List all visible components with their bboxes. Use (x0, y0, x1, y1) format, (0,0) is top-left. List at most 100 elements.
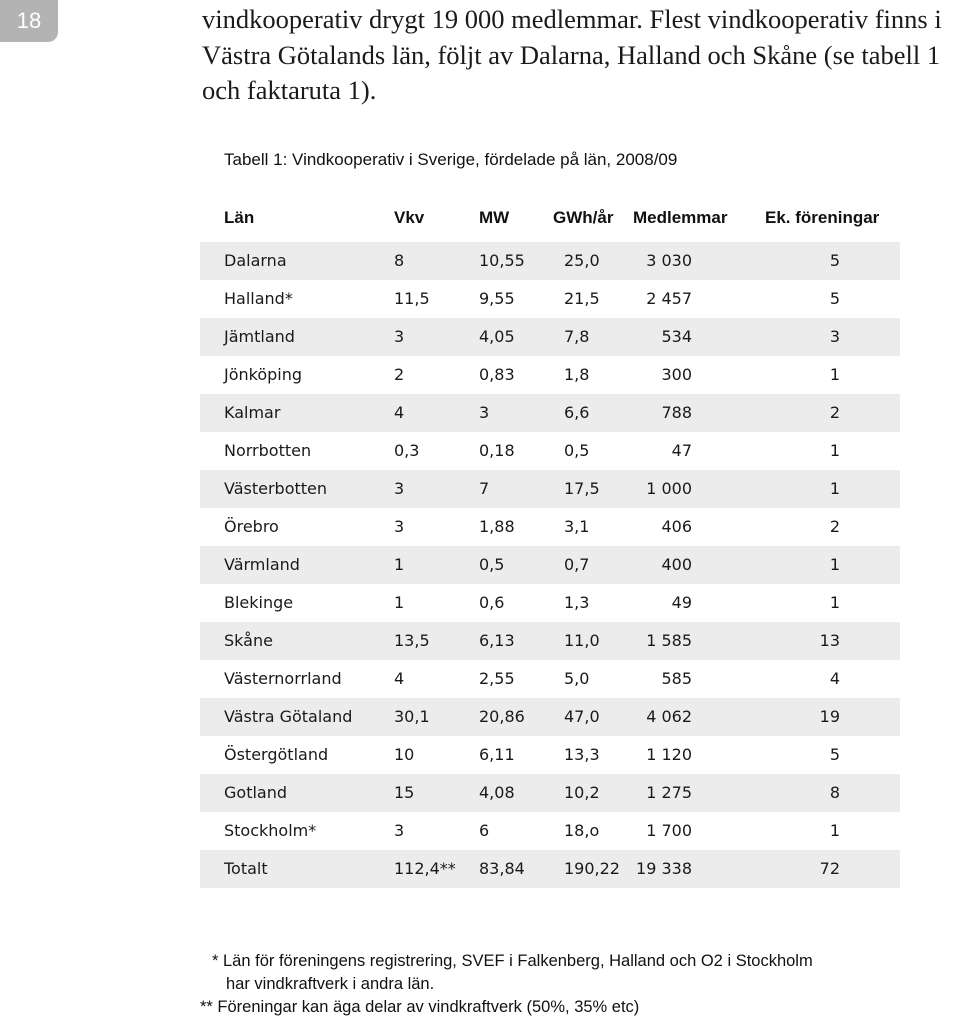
header-lan: Län (224, 208, 255, 227)
footnote-2: ** Föreningar kan äga delar av vindkraft… (200, 998, 640, 1016)
cell-ek-foreningar: 5 (829, 251, 840, 270)
cell-gwh: 11,0 (564, 631, 600, 650)
cell-lan: Halland* (224, 289, 293, 308)
cell-medlemmar: 1 275 (646, 783, 692, 802)
cell-lan: Blekinge (224, 593, 294, 612)
table-row: Örebro 3 1,88 3,1 406 2 (200, 508, 900, 546)
table-row: Västra Götaland 30,1 20,86 47,0 4 062 19 (200, 698, 900, 736)
table-row: Norrbotten 0,3 0,18 0,5 47 1 (200, 432, 900, 470)
cell-mw: 2,55 (479, 669, 515, 688)
table-row: Dalarna 8 10,55 25,0 3 030 5 (200, 242, 900, 280)
cell-ek-foreningar: 1 (829, 821, 840, 840)
cell-vkv: 0,3 (394, 441, 420, 460)
cell-gwh: 0,7 (564, 555, 590, 574)
cell-lan: Östergötland (224, 745, 329, 764)
cell-medlemmar: 788 (661, 403, 692, 422)
cell-ek-foreningar: 1 (829, 479, 840, 498)
cell-lan: Totalt (224, 859, 268, 878)
table-body: Dalarna 8 10,55 25,0 3 030 5 Halland* 11,5 9,55 2… (200, 242, 900, 888)
cell-ek-foreningar: 13 (819, 631, 840, 650)
cell-mw: 4,05 (479, 327, 515, 346)
footnote-1: * Län för föreningens registrering, SVEF… (212, 952, 813, 970)
cell-medlemmar: 47 (671, 441, 692, 460)
cell-mw: 83,84 (479, 859, 525, 878)
table-row: Skåne 13,5 6,13 11,0 1 585 13 (200, 622, 900, 660)
cell-mw: 10,55 (479, 251, 525, 270)
cell-medlemmar: 1 700 (646, 821, 692, 840)
cell-gwh: 0,5 (564, 441, 590, 460)
cell-vkv: 3 (394, 517, 405, 536)
header-gwh: GWh/år (553, 208, 614, 227)
cell-lan: Västra Götaland (224, 707, 353, 726)
cell-gwh: 190,22 (564, 859, 620, 878)
intro-paragraph: vindkooperativ drygt 19 000 medlemmar. F… (202, 4, 942, 105)
cell-ek-foreningar: 1 (829, 593, 840, 612)
cell-lan: Västerbotten (224, 479, 328, 498)
cell-gwh: 18,o (564, 821, 600, 840)
cell-ek-foreningar: 19 (819, 707, 840, 726)
cell-gwh: 1,3 (564, 593, 590, 612)
cell-mw: 6,13 (479, 631, 515, 650)
cell-ek-foreningar: 5 (829, 745, 840, 764)
cell-lan: Västernorrland (224, 669, 342, 688)
cell-lan: Jönköping (224, 365, 303, 384)
cell-vkv: 4 (394, 669, 405, 688)
cell-ek-foreningar: 5 (829, 289, 840, 308)
cell-lan: Stockholm* (224, 821, 317, 840)
cell-ek-foreningar: 1 (829, 365, 840, 384)
cell-vkv: 3 (394, 479, 405, 498)
cell-vkv: 4 (394, 403, 405, 422)
table-row: Östergötland 10 6,11 13,3 1 120 5 (200, 736, 900, 774)
cell-mw: 6 (479, 821, 490, 840)
cell-gwh: 5,0 (564, 669, 590, 688)
cell-medlemmar: 49 (671, 593, 692, 612)
cell-lan: Jämtland (224, 327, 295, 346)
table-row: Stockholm* 3 6 18,o 1 700 1 (200, 812, 900, 850)
table-row: Västernorrland 4 2,55 5,0 585 4 (200, 660, 900, 698)
cell-ek-foreningar: 3 (829, 327, 840, 346)
cell-mw: 6,11 (479, 745, 515, 764)
cell-lan: Örebro (224, 517, 279, 536)
table-row: Kalmar 4 3 6,6 788 2 (200, 394, 900, 432)
cell-medlemmar: 1 120 (646, 745, 692, 764)
cell-medlemmar: 534 (661, 327, 692, 346)
cell-mw: 1,88 (479, 517, 515, 536)
cell-mw: 0,83 (479, 365, 515, 384)
cell-lan: Kalmar (224, 403, 281, 422)
cell-mw: 4,08 (479, 783, 515, 802)
cell-vkv: 11,5 (394, 289, 430, 308)
cell-medlemmar: 2 457 (646, 289, 692, 308)
cell-vkv: 13,5 (394, 631, 430, 650)
cell-gwh: 7,8 (564, 327, 590, 346)
cell-gwh: 6,6 (564, 403, 590, 422)
cell-gwh: 10,2 (564, 783, 600, 802)
cell-medlemmar: 400 (661, 555, 692, 574)
cell-vkv: 10 (394, 745, 415, 764)
cell-gwh: 1,8 (564, 365, 590, 384)
cell-vkv: 3 (394, 327, 405, 346)
cell-lan: Gotland (224, 783, 288, 802)
cell-lan: Värmland (224, 555, 300, 574)
cell-lan: Norrbotten (224, 441, 312, 460)
cell-medlemmar: 19 338 (636, 859, 692, 878)
table-row: Jönköping 2 0,83 1,8 300 1 (200, 356, 900, 394)
cell-mw: 0,18 (479, 441, 515, 460)
cell-gwh: 17,5 (564, 479, 600, 498)
cell-ek-foreningar: 4 (829, 669, 840, 688)
cell-gwh: 25,0 (564, 251, 600, 270)
header-vkv: Vkv (394, 208, 425, 227)
table-row: Halland* 11,5 9,55 21,5 2 457 5 (200, 280, 900, 318)
cell-ek-foreningar: 2 (829, 403, 840, 422)
cell-gwh: 3,1 (564, 517, 590, 536)
cell-mw: 3 (479, 403, 490, 422)
cell-medlemmar: 4 062 (646, 707, 692, 726)
cell-vkv: 3 (394, 821, 405, 840)
header-mw: MW (479, 208, 510, 227)
cell-ek-foreningar: 8 (829, 783, 840, 802)
cell-gwh: 47,0 (564, 707, 600, 726)
footnotes: * Län för föreningens registrering, SVEF… (200, 950, 940, 1019)
cell-mw: 0,5 (479, 555, 505, 574)
cell-mw: 20,86 (479, 707, 525, 726)
cell-ek-foreningar: 72 (819, 859, 840, 878)
cell-medlemmar: 3 030 (646, 251, 692, 270)
